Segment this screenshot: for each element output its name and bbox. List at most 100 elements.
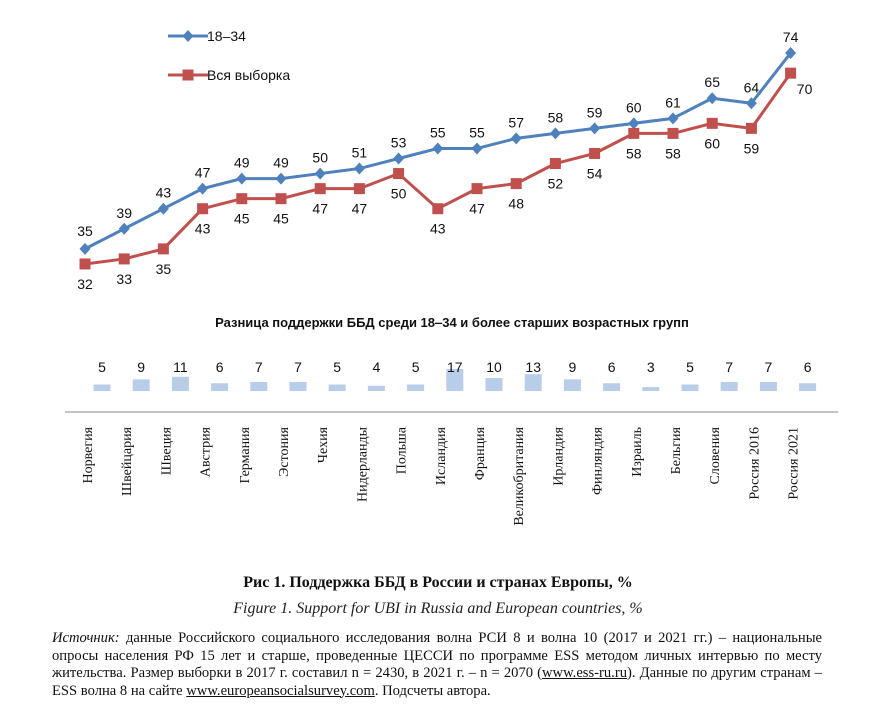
data-label-total-sample: 70 xyxy=(797,81,813,97)
point-total-sample xyxy=(549,158,561,170)
data-label-total-sample: 50 xyxy=(391,186,407,202)
legend-diamond-icon xyxy=(182,30,194,42)
difference-bar-label: 4 xyxy=(373,359,381,375)
point-18-34 xyxy=(353,162,365,175)
data-label-18-34: 59 xyxy=(587,104,603,120)
difference-bar xyxy=(446,369,464,391)
difference-bar xyxy=(132,379,150,391)
difference-bar xyxy=(642,387,660,391)
data-label-total-sample: 43 xyxy=(195,221,211,237)
point-18-34 xyxy=(471,142,483,155)
legend-label: Вся выборка xyxy=(207,67,290,83)
difference-bar-label: 9 xyxy=(569,359,577,375)
point-18-34 xyxy=(667,112,679,125)
point-total-sample xyxy=(432,203,444,215)
data-label-18-34: 64 xyxy=(744,79,760,95)
point-18-34 xyxy=(589,122,601,135)
data-label-18-34: 51 xyxy=(352,145,368,161)
difference-bar-label: 11 xyxy=(173,359,188,375)
data-label-total-sample: 54 xyxy=(587,165,603,181)
source-text-1: данные Российского социального исследова… xyxy=(52,630,822,681)
data-label-total-sample: 48 xyxy=(508,196,524,212)
point-total-sample xyxy=(197,203,209,215)
difference-bar-label: 5 xyxy=(98,359,106,375)
difference-bar xyxy=(799,383,817,391)
difference-bar-label: 13 xyxy=(525,359,541,375)
difference-bar xyxy=(328,384,346,391)
data-label-18-34: 39 xyxy=(116,205,132,221)
data-label-18-34: 55 xyxy=(469,124,485,140)
data-label-18-34: 35 xyxy=(77,223,93,239)
point-total-sample xyxy=(667,127,679,139)
point-18-34 xyxy=(314,167,326,180)
data-label-18-34: 55 xyxy=(430,124,446,140)
category-label: Чехия xyxy=(316,426,331,463)
difference-bar-label: 5 xyxy=(686,359,694,375)
ess-ru-link[interactable]: www.ess-ru.ru xyxy=(542,665,627,681)
difference-bar xyxy=(485,378,503,391)
category-label: Швеция xyxy=(159,426,174,475)
data-label-total-sample: 32 xyxy=(77,276,93,292)
data-label-total-sample: 45 xyxy=(234,211,250,227)
difference-bar-label: 17 xyxy=(447,359,463,375)
point-total-sample xyxy=(471,183,483,195)
difference-bar-label: 6 xyxy=(608,359,616,375)
category-label: Словения xyxy=(708,426,723,484)
figure-caption-ru: Рис 1. Поддержка ББД в России и странах … xyxy=(243,574,633,591)
point-18-34 xyxy=(706,92,718,105)
point-18-34 xyxy=(510,132,522,145)
point-total-sample xyxy=(157,243,169,255)
legend: 18–34 Вся выборка xyxy=(168,28,290,83)
difference-bar xyxy=(563,379,581,391)
point-total-sample xyxy=(785,67,797,79)
data-label-total-sample: 47 xyxy=(469,201,485,217)
point-18-34 xyxy=(275,172,287,185)
category-label: Норвегия xyxy=(81,426,96,483)
difference-bar xyxy=(171,376,189,391)
point-18-34 xyxy=(785,47,797,60)
category-label: Германия xyxy=(238,426,253,483)
data-label-18-34: 65 xyxy=(704,74,720,90)
legend-square-icon xyxy=(182,69,194,81)
category-label: Россия 2016 xyxy=(747,427,762,500)
category-label: Польша xyxy=(395,426,410,474)
point-total-sample xyxy=(510,178,522,190)
difference-bar xyxy=(407,384,425,391)
category-label: Швейцария xyxy=(120,426,135,496)
data-label-18-34: 58 xyxy=(548,109,564,125)
difference-bar-label: 10 xyxy=(486,359,502,375)
category-label: Россия 2021 xyxy=(787,427,802,500)
data-label-total-sample: 47 xyxy=(312,201,328,217)
data-label-18-34: 57 xyxy=(508,114,524,130)
point-total-sample xyxy=(275,193,287,205)
difference-bar-label: 3 xyxy=(647,359,655,375)
data-label-18-34: 47 xyxy=(195,165,211,181)
source-lead: Источник: xyxy=(52,630,120,646)
data-label-18-34: 50 xyxy=(312,150,328,166)
point-total-sample xyxy=(314,183,326,195)
point-total-sample xyxy=(79,258,91,270)
source-text-3: . Подсчеты автора. xyxy=(374,682,491,699)
category-label: Исландия xyxy=(434,426,449,485)
data-label-total-sample: 59 xyxy=(744,140,760,156)
data-label-total-sample: 52 xyxy=(548,176,564,192)
category-label: Израиль xyxy=(630,427,645,477)
data-label-18-34: 53 xyxy=(391,135,407,151)
category-label: Нидерланды xyxy=(355,426,370,502)
data-label-18-34: 74 xyxy=(783,29,799,45)
category-label: Великобритания xyxy=(512,426,527,525)
european-social-survey-link[interactable]: www.europeansocialsurvey.com xyxy=(186,682,375,699)
difference-bar-chart: Разница поддержки ББД среди 18‒34 и боле… xyxy=(65,315,838,526)
point-total-sample xyxy=(589,147,601,159)
category-label: Австрия xyxy=(199,426,214,477)
category-label: Ирландия xyxy=(551,426,566,485)
data-label-18-34: 49 xyxy=(234,155,250,171)
data-label-18-34: 60 xyxy=(626,99,642,115)
difference-bar-label: 7 xyxy=(725,359,733,375)
category-label: Франция xyxy=(473,426,488,480)
difference-bar-label: 6 xyxy=(804,359,812,375)
difference-bar-label: 7 xyxy=(765,359,773,375)
difference-bar-label: 5 xyxy=(333,359,341,375)
point-18-34 xyxy=(745,97,757,110)
